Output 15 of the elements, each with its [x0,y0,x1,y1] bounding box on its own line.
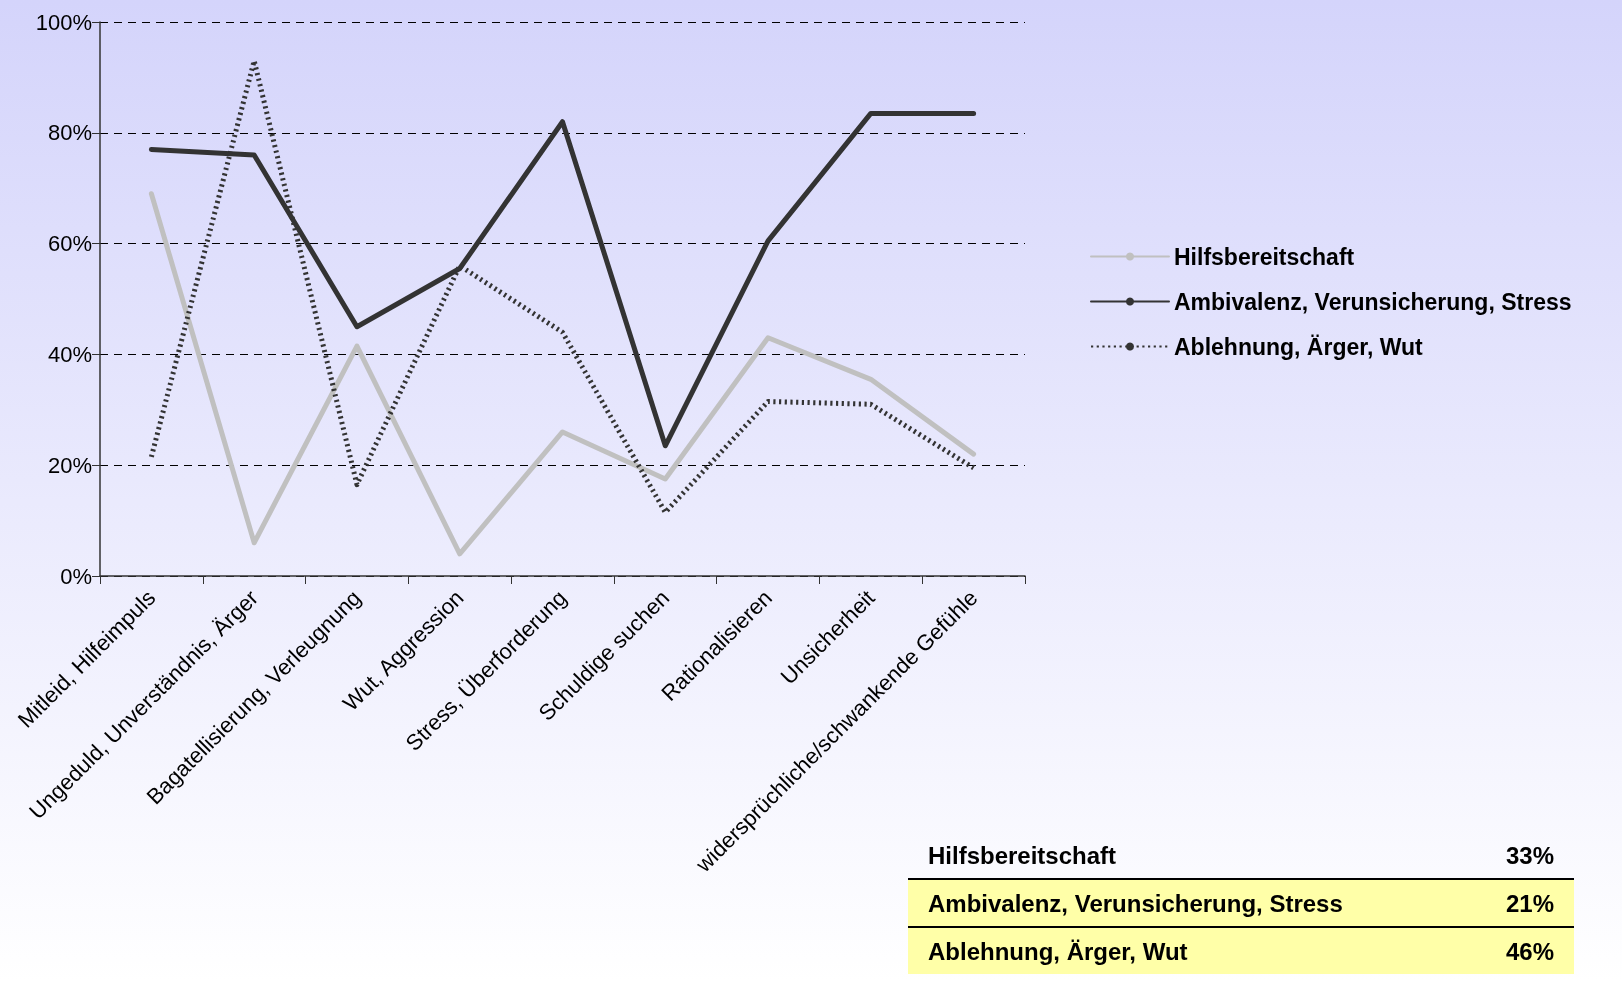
y-tick-label: 20% [47,452,92,478]
text: Hilfsbereitschaft [928,842,1117,870]
text: 21% [1505,890,1554,918]
legend-label: Ambivalenz, Verunsicherung, Stress [1174,288,1572,315]
y-tick-label: 100% [35,9,92,35]
y-tick-label: 80% [47,120,92,146]
text: 46% [1505,938,1554,966]
text: Ablehnung, Ärger, Wut [928,938,1188,966]
y-tick-label: 40% [47,341,92,367]
y-tick-label: 0% [60,563,92,589]
legend-label: Ablehnung, Ärger, Wut [1174,333,1424,360]
legend-label: Hilfsbereitschaft [1174,243,1355,270]
text: Ambivalenz, Verunsicherung, Stress [928,890,1343,918]
y-tick-label: 60% [47,231,92,257]
text: 33% [1505,842,1554,870]
